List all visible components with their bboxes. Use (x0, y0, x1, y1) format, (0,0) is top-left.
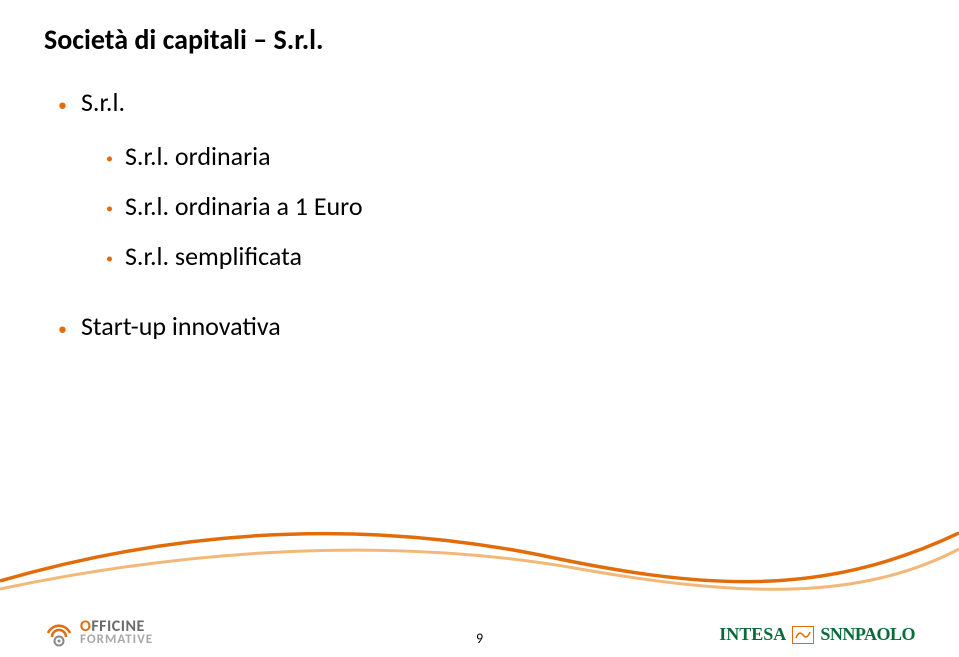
bullet-level2: • S.r.l. semplificata (106, 240, 363, 272)
page-number: 9 (476, 630, 483, 647)
bullet-dot-icon: • (106, 250, 113, 267)
bullet-text: Start-up innovativa (81, 310, 281, 342)
logo-intesa-sanpaolo: INTESA SNNPAOLO (719, 624, 915, 645)
wifi-gear-icon (44, 619, 74, 649)
bullet-level1: • S.r.l. • S.r.l. ordinaria • S.r.l. ordina… (58, 86, 363, 272)
slide-title: Società di capitali – S.r.l. (44, 22, 324, 57)
bullet-level1: • Start-up innovativa (58, 310, 363, 342)
slide: Società di capitali – S.r.l. • S.r.l. • S.… (0, 0, 959, 657)
slide-content: • S.r.l. • S.r.l. ordinaria • S.r.l. ordina… (58, 86, 363, 380)
bullet-dot-icon: • (106, 150, 113, 167)
logo-officine-formative: OFFICINE FORMATIVE (44, 619, 153, 649)
bullet-dot-icon: • (58, 318, 67, 340)
bullet-text: S.r.l. (81, 86, 125, 118)
bullet-text: S.r.l. ordinaria a 1 Euro (125, 190, 363, 222)
bullet-text: S.r.l. semplificata (125, 240, 302, 272)
logo-sanpaolo-text: SNNPAOLO (820, 624, 915, 645)
bullet-text: S.r.l. ordinaria (125, 140, 271, 172)
logo-intesa-text: INTESA (719, 624, 786, 645)
logo-text-formative: FORMATIVE (80, 634, 153, 646)
bullet-dot-icon: • (58, 94, 67, 116)
slide-footer: OFFICINE FORMATIVE 9 INTESA SNNPAOLO (0, 601, 959, 657)
wave-decoration (0, 489, 959, 609)
bullet-level2: • S.r.l. ordinaria a 1 Euro (106, 190, 363, 222)
bullet-level2: • S.r.l. ordinaria (106, 140, 363, 172)
bullet-dot-icon: • (106, 200, 113, 217)
logo-box-icon (792, 626, 814, 644)
